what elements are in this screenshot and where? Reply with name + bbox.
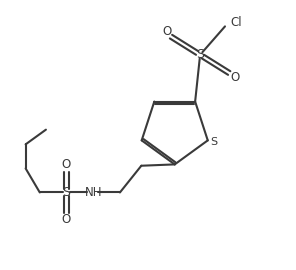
Text: Cl: Cl	[231, 16, 242, 29]
Text: S: S	[62, 186, 70, 199]
Text: S: S	[210, 137, 218, 147]
Text: NH: NH	[84, 186, 102, 199]
Text: O: O	[162, 25, 171, 38]
Text: O: O	[231, 70, 240, 83]
Text: O: O	[62, 158, 71, 171]
Text: S: S	[196, 48, 204, 61]
Text: O: O	[62, 214, 71, 227]
